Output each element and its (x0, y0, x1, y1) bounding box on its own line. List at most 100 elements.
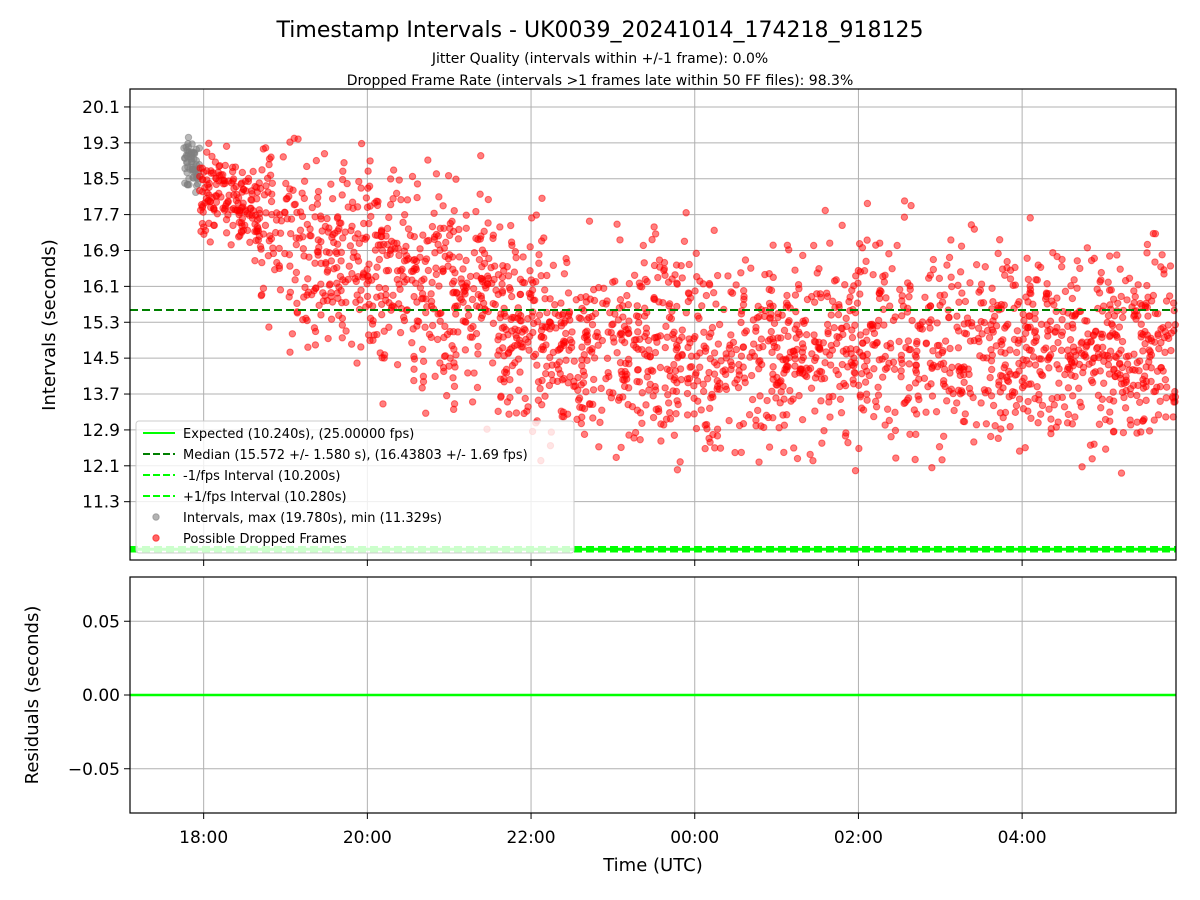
dropped-point-1863 (298, 189, 306, 197)
dropped-point-315 (1048, 395, 1056, 403)
dropped-point-1427 (1026, 214, 1034, 222)
dropped-point-989 (838, 360, 847, 369)
dropped-point-1744 (591, 309, 600, 318)
dropped-point-2311 (339, 234, 347, 242)
dropped-point-142 (772, 394, 780, 402)
dropped-point-592 (432, 170, 441, 178)
top-y-tick-label-9: 12.9 (82, 421, 120, 441)
dropped-point-1495 (842, 350, 850, 358)
dropped-point-2146 (1015, 298, 1023, 306)
dropped-point-1045 (433, 335, 442, 344)
dropped-point-695 (1064, 384, 1073, 392)
dropped-point-1609 (644, 367, 652, 376)
dropped-point-1796 (535, 259, 543, 267)
top-y-tick-label-11: 11.3 (82, 493, 120, 513)
dropped-point-1955 (279, 153, 287, 161)
dropped-point-112 (1101, 445, 1110, 453)
dropped-point-333 (885, 250, 893, 258)
dropped-point-2347 (344, 275, 352, 284)
dropped-point-532 (462, 224, 470, 232)
dropped-point-2353 (393, 275, 402, 284)
dropped-point-2201 (409, 325, 417, 333)
dropped-point-230 (880, 321, 888, 329)
dropped-point-2348 (1053, 323, 1061, 332)
dropped-point-2216 (445, 231, 454, 240)
dropped-point-2187 (512, 253, 520, 262)
dropped-point-2319 (579, 367, 588, 376)
dropped-point-2225 (918, 318, 927, 326)
dropped-point-901 (737, 448, 745, 457)
dropped-point-1447 (443, 330, 452, 339)
dropped-point-2377 (747, 371, 756, 380)
dropped-point-1462 (935, 341, 943, 350)
dropped-point-1599 (195, 187, 204, 195)
dropped-point-1042 (596, 418, 604, 427)
dropped-point-2072 (1137, 428, 1145, 436)
dropped-point-1835 (564, 379, 572, 387)
dropped-point-696 (244, 174, 253, 183)
dropped-point-970 (1036, 263, 1045, 272)
dropped-point-1896 (643, 352, 651, 360)
dropped-point-2133 (230, 184, 238, 193)
dropped-point-2049 (499, 261, 507, 270)
dropped-point-1557 (673, 302, 681, 311)
dropped-point-233 (1073, 284, 1081, 292)
dropped-point-2301 (1143, 249, 1151, 257)
top-y-tick-label-0: 20.1 (82, 98, 120, 118)
dropped-point-2272 (384, 266, 393, 275)
dropped-point-2010 (821, 358, 829, 367)
dropped-point-2204 (1045, 405, 1053, 413)
dropped-point-2148 (791, 362, 799, 370)
dropped-point-2397 (461, 282, 470, 290)
dropped-point-2000 (494, 351, 502, 359)
dropped-point-594 (389, 291, 397, 300)
dropped-point-1241 (721, 382, 730, 391)
dropped-point-2292 (533, 318, 542, 326)
dropped-point-1971 (783, 291, 791, 300)
dropped-point-681 (1096, 367, 1104, 375)
dropped-point-2024 (527, 276, 535, 284)
dropped-point-1157 (696, 363, 704, 371)
dropped-point-403 (714, 340, 723, 348)
dropped-point-1100 (418, 277, 426, 285)
dropped-point-2333 (377, 228, 386, 236)
x-tick-label-0: 18:00 (179, 828, 228, 848)
dropped-point-1229 (834, 370, 842, 379)
dropped-point-1300 (366, 336, 374, 345)
dropped-point-1544 (327, 288, 335, 297)
dropped-point-1576 (816, 290, 824, 298)
dropped-point-1741 (1011, 408, 1020, 417)
dropped-point-95 (227, 241, 235, 249)
dropped-point-667 (836, 395, 845, 403)
dropped-point-1577 (799, 353, 808, 362)
legend-label-expected: Expected (10.240s), (25.00000 fps) (183, 427, 414, 442)
dropped-point-2394 (286, 185, 294, 193)
dropped-point-349 (267, 197, 276, 206)
dropped-point-2050 (335, 224, 343, 233)
dropped-point-1914 (611, 310, 619, 318)
dropped-point-1770 (680, 237, 689, 246)
dropped-point-1848 (1026, 289, 1034, 297)
dropped-point-1097 (589, 414, 597, 422)
dropped-point-176 (863, 396, 871, 404)
dropped-point-2252 (875, 294, 884, 303)
dropped-point-2153 (784, 362, 792, 371)
dropped-point-1510 (742, 327, 751, 335)
dropped-point-1613 (560, 270, 569, 278)
dropped-point-2235 (1089, 354, 1098, 363)
dropped-point-1018 (455, 225, 463, 234)
dropped-point-1528 (603, 354, 612, 363)
dropped-point-1126 (765, 443, 774, 451)
dropped-point-399 (535, 250, 543, 259)
dropped-point-2063 (1044, 327, 1052, 335)
dropped-point-1095 (891, 313, 899, 321)
dropped-point-2098 (928, 392, 937, 400)
dropped-point-2147 (769, 370, 777, 378)
dropped-point-2383 (583, 331, 591, 339)
dropped-point-342 (299, 245, 308, 253)
dropped-point-2263 (350, 248, 358, 256)
dropped-point-2344 (1122, 376, 1130, 384)
dropped-point-1037 (693, 352, 701, 360)
top-y-tick-label-2: 18.5 (82, 170, 120, 190)
dropped-point-2105 (286, 288, 295, 296)
